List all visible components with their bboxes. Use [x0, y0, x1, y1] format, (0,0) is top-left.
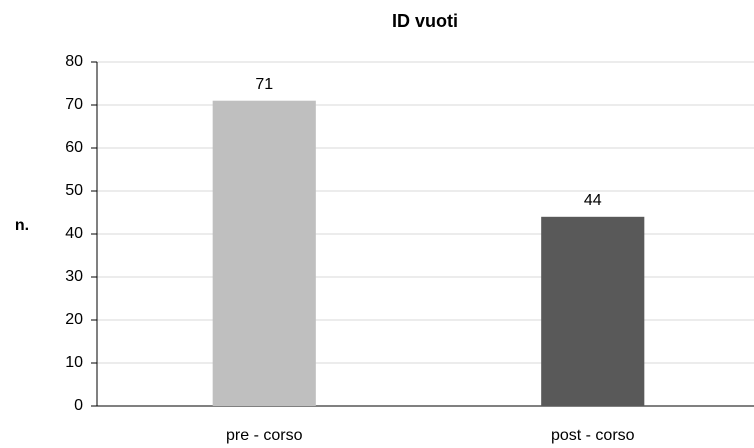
- y-tick-label: 30: [65, 268, 83, 285]
- y-tick-label: 50: [65, 182, 83, 199]
- y-tick-label: 80: [65, 53, 83, 70]
- bar: [212, 100, 316, 406]
- y-axis-label: n.: [15, 217, 29, 234]
- data-label: 71: [255, 76, 273, 93]
- y-tick-label: 0: [74, 397, 83, 414]
- bar: [541, 216, 645, 406]
- x-tick-label: pre - corso: [226, 427, 303, 444]
- y-tick-label: 10: [65, 354, 83, 371]
- x-tick-label: post - corso: [551, 427, 635, 444]
- y-tick-label: 40: [65, 225, 83, 242]
- chart-title: ID vuoti: [392, 11, 458, 31]
- data-label: 44: [584, 192, 602, 209]
- y-tick-label: 60: [65, 139, 83, 156]
- y-tick-label: 70: [65, 96, 83, 113]
- y-tick-label: 20: [65, 311, 83, 328]
